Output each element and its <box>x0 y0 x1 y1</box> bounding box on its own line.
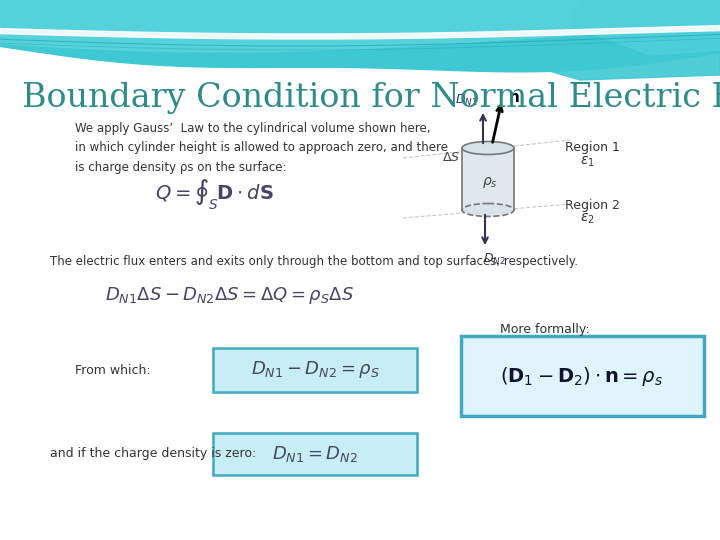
Ellipse shape <box>462 204 514 217</box>
Bar <box>462 148 514 210</box>
FancyBboxPatch shape <box>213 348 417 392</box>
Ellipse shape <box>462 141 514 154</box>
Text: The electric flux enters and exits only through the bottom and top surfaces, res: The electric flux enters and exits only … <box>50 255 578 268</box>
Text: Region 1: Region 1 <box>565 141 620 154</box>
Polygon shape <box>570 0 720 55</box>
Text: $D_{N2}$: $D_{N2}$ <box>482 252 505 267</box>
Text: $\varepsilon_1$: $\varepsilon_1$ <box>580 155 595 169</box>
Text: More formally:: More formally: <box>500 323 590 336</box>
Text: $\rho_s$: $\rho_s$ <box>482 174 498 190</box>
Text: We apply Gauss’  Law to the cylindrical volume shown here,
in which cylinder hei: We apply Gauss’ Law to the cylindrical v… <box>75 122 448 174</box>
Text: $D_{N1} - D_{N2} = \rho_S$: $D_{N1} - D_{N2} = \rho_S$ <box>251 360 379 381</box>
Text: Region 2: Region 2 <box>565 199 620 212</box>
Text: $D_{N1} = D_{N2}$: $D_{N1} = D_{N2}$ <box>272 444 358 464</box>
FancyBboxPatch shape <box>213 433 417 475</box>
Text: $\Delta S$: $\Delta S$ <box>442 151 460 164</box>
Text: From which:: From which: <box>75 363 150 376</box>
Text: Boundary Condition for Normal Electric Flux Density: Boundary Condition for Normal Electric F… <box>22 82 720 114</box>
Polygon shape <box>460 0 720 80</box>
Text: $\varepsilon_2$: $\varepsilon_2$ <box>580 212 595 226</box>
Text: $(\mathbf{D}_1 - \mathbf{D}_2) \cdot \mathbf{n} = \rho_s$: $(\mathbf{D}_1 - \mathbf{D}_2) \cdot \ma… <box>500 364 664 388</box>
Text: $D_{N1}\Delta S - D_{N2}\Delta S = \Delta Q = \rho_S \Delta S$: $D_{N1}\Delta S - D_{N2}\Delta S = \Delt… <box>105 285 354 306</box>
Text: and if the charge density is zero:: and if the charge density is zero: <box>50 448 256 461</box>
Text: $D_{N1}$: $D_{N1}$ <box>454 93 477 108</box>
Text: $\mathbf{n}$: $\mathbf{n}$ <box>508 91 520 105</box>
Text: $Q = \oint_{S} \mathbf{D} \cdot d\mathbf{S}$: $Q = \oint_{S} \mathbf{D} \cdot d\mathbf… <box>155 178 274 212</box>
FancyBboxPatch shape <box>461 336 704 416</box>
